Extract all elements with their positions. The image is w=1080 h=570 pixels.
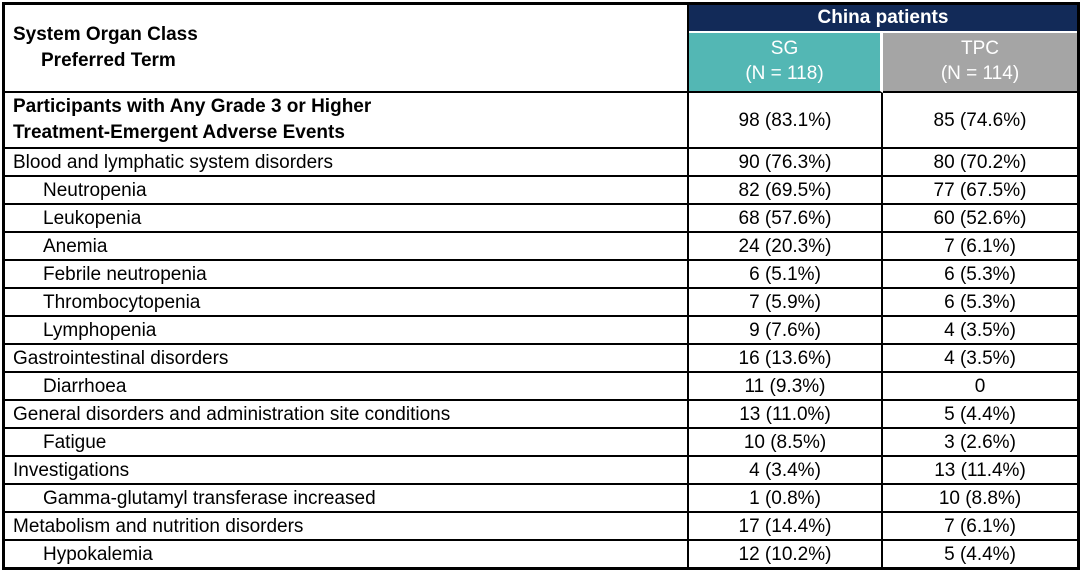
table-row: Thrombocytopenia 7 (5.9%) 6 (5.3%) [5, 289, 1077, 317]
tpc-value: 6 (5.3%) [883, 261, 1077, 289]
row-label-line1: Participants with Any Grade 3 or Higher [13, 96, 372, 117]
tpc-n: (N = 114) [940, 63, 1020, 84]
tpc-value: 80 (70.2%) [883, 149, 1077, 177]
group-header-china-patients: China patients [689, 5, 1077, 33]
sg-label: SG [770, 38, 799, 59]
table-row: Febrile neutropenia 6 (5.1%) 6 (5.3%) [5, 261, 1077, 289]
row-label: Lymphopenia [5, 317, 689, 345]
sg-value: 1 (0.8%) [689, 485, 883, 513]
row-label: Neutropenia [5, 177, 689, 205]
column-header-sg: SG (N = 118) [689, 33, 883, 93]
tpc-value: 4 (3.5%) [883, 345, 1077, 373]
sg-n: (N = 118) [745, 63, 824, 84]
tpc-value: 7 (6.1%) [883, 513, 1077, 541]
sg-value: 68 (57.6%) [689, 205, 883, 233]
sg-value: 16 (13.6%) [689, 345, 883, 373]
column-header-tpc: TPC (N = 114) [883, 33, 1077, 93]
sg-value: 13 (11.0%) [689, 401, 883, 429]
corner-header: System Organ Class Preferred Term [5, 5, 689, 93]
table-row: Anemia 24 (20.3%) 7 (6.1%) [5, 233, 1077, 261]
row-label: Thrombocytopenia [5, 289, 689, 317]
sg-value: 9 (7.6%) [689, 317, 883, 345]
tpc-value: 5 (4.4%) [883, 541, 1077, 567]
row-label: Gastrointestinal disorders [5, 345, 689, 373]
table-row: Investigations 4 (3.4%) 13 (11.4%) [5, 457, 1077, 485]
tpc-value: 60 (52.6%) [883, 205, 1077, 233]
row-label: Fatigue [5, 429, 689, 457]
table-row: Lymphopenia 9 (7.6%) 4 (3.5%) [5, 317, 1077, 345]
tpc-value: 3 (2.6%) [883, 429, 1077, 457]
table-row: General disorders and administration sit… [5, 401, 1077, 429]
table-row: Blood and lymphatic system disorders 90 … [5, 149, 1077, 177]
row-label: Diarrhoea [5, 373, 689, 401]
row-label: Metabolism and nutrition disorders [5, 513, 689, 541]
tpc-label: TPC [961, 38, 999, 59]
sg-value: 24 (20.3%) [689, 233, 883, 261]
corner-header-line2: Preferred Term [41, 50, 176, 71]
table-row: Hypokalemia 12 (10.2%) 5 (4.4%) [5, 541, 1077, 567]
row-label: Anemia [5, 233, 689, 261]
row-label: Gamma-glutamyl transferase increased [5, 485, 689, 513]
sg-value: 98 (83.1%) [689, 93, 883, 149]
tpc-value: 0 [883, 373, 1077, 401]
tpc-value: 5 (4.4%) [883, 401, 1077, 429]
row-label: Blood and lymphatic system disorders [5, 149, 689, 177]
table-row-participants: Participants with Any Grade 3 or Higher … [5, 93, 1077, 149]
sg-value: 10 (8.5%) [689, 429, 883, 457]
row-label: General disorders and administration sit… [5, 401, 689, 429]
column-header-row: SG (N = 118) TPC (N = 114) [5, 33, 1077, 93]
group-header-row: System Organ Class Preferred Term China … [5, 5, 1077, 93]
table-row: Diarrhoea 11 (9.3%) 0 [5, 373, 1077, 401]
tpc-value: 85 (74.6%) [883, 93, 1077, 149]
tpc-value: 4 (3.5%) [883, 317, 1077, 345]
tpc-value: 13 (11.4%) [883, 457, 1077, 485]
table-row: Neutropenia 82 (69.5%) 77 (67.5%) [5, 177, 1077, 205]
sg-value: 12 (10.2%) [689, 541, 883, 567]
sg-value: 6 (5.1%) [689, 261, 883, 289]
tpc-value: 7 (6.1%) [883, 233, 1077, 261]
row-label: Leukopenia [5, 205, 689, 233]
row-label: Investigations [5, 457, 689, 485]
tpc-value: 6 (5.3%) [883, 289, 1077, 317]
table-row: Leukopenia 68 (57.6%) 60 (52.6%) [5, 205, 1077, 233]
table-row: Fatigue 10 (8.5%) 3 (2.6%) [5, 429, 1077, 457]
tpc-value: 77 (67.5%) [883, 177, 1077, 205]
table-row: Metabolism and nutrition disorders 17 (1… [5, 513, 1077, 541]
table-row: Gastrointestinal disorders 16 (13.6%) 4 … [5, 345, 1077, 373]
sg-value: 17 (14.4%) [689, 513, 883, 541]
sg-value: 4 (3.4%) [689, 457, 883, 485]
tpc-value: 10 (8.8%) [883, 485, 1077, 513]
row-label: Febrile neutropenia [5, 261, 689, 289]
row-label: Participants with Any Grade 3 or Higher … [5, 93, 689, 149]
sg-value: 11 (9.3%) [689, 373, 883, 401]
row-label: Hypokalemia [5, 541, 689, 567]
sg-value: 7 (5.9%) [689, 289, 883, 317]
table-row: Gamma-glutamyl transferase increased 1 (… [5, 485, 1077, 513]
row-label-line2: Treatment-Emergent Adverse Events [13, 122, 345, 143]
corner-header-line1: System Organ Class [13, 24, 198, 45]
sg-value: 90 (76.3%) [689, 149, 883, 177]
sg-value: 82 (69.5%) [689, 177, 883, 205]
